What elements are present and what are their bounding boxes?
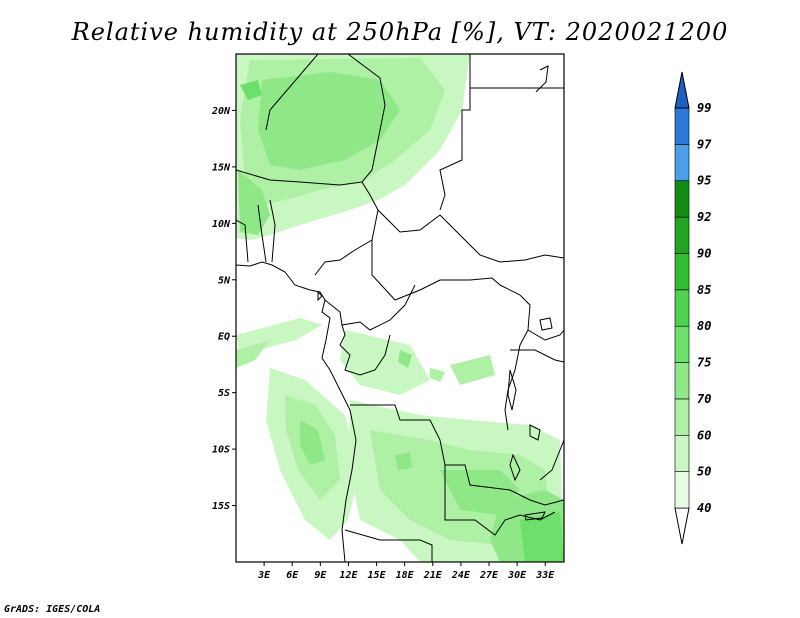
lon-tick-label: 15E xyxy=(368,570,387,581)
lat-tick-label: 15S xyxy=(212,501,230,512)
latitude-axis: 20N 15N 10N 5N EQ 5S 10S 15S xyxy=(211,106,236,512)
colorbar-label: 40 xyxy=(697,501,711,515)
lakes xyxy=(317,65,553,521)
colorbar-top-triangle xyxy=(674,71,690,109)
colorbar-label: 97 xyxy=(697,137,712,151)
colorbar-segment xyxy=(674,107,690,145)
colorbar-label: 50 xyxy=(697,465,711,479)
lon-tick-label: 12E xyxy=(339,570,358,581)
lat-tick-label: 5S xyxy=(218,388,230,399)
lat-tick-label: 5N xyxy=(218,275,231,286)
colorbar-bottom-triangle xyxy=(674,507,690,545)
colorbar: 40 50 60 70 75 80 85 90 92 95 97 99 xyxy=(674,71,712,545)
colorbar-label: 92 xyxy=(697,210,711,224)
lat-tick-label: EQ xyxy=(218,332,230,343)
lon-tick-label: 6E xyxy=(286,570,299,581)
lon-tick-label: 9E xyxy=(314,570,327,581)
humidity-shading xyxy=(236,54,564,562)
lon-tick-label: 27E xyxy=(479,570,499,581)
colorbar-label: 85 xyxy=(697,283,711,297)
lat-tick-label: 10S xyxy=(212,445,230,456)
longitude-axis: 3E 6E 9E 12E 15E 18E 21E 24E 27E 30E 33E xyxy=(257,562,555,581)
lon-tick-label: 33E xyxy=(535,570,555,581)
lon-tick-label: 30E xyxy=(507,570,527,581)
country-borders xyxy=(236,54,564,562)
colorbar-segment xyxy=(674,216,690,254)
colorbar-label: 75 xyxy=(697,356,711,370)
map-frame xyxy=(235,53,565,563)
lon-tick-label: 21E xyxy=(423,570,443,581)
colorbar-segment xyxy=(674,180,690,218)
colorbar-segment xyxy=(674,144,690,182)
lon-tick-label: 3E xyxy=(257,570,271,581)
colorbar-label: 60 xyxy=(697,428,711,442)
colorbar-segment xyxy=(674,289,690,327)
colorbar-segment xyxy=(674,471,690,509)
colorbar-label: 70 xyxy=(697,392,711,406)
colorbar-label: 80 xyxy=(697,319,711,333)
grads-credit: GrADS: IGES/COLA xyxy=(4,604,101,615)
colorbar-label: 90 xyxy=(697,246,711,260)
lat-tick-label: 20N xyxy=(211,106,231,117)
colorbar-segment xyxy=(674,362,690,400)
chart-title: Relative humidity at 250hPa [%], VT: 202… xyxy=(71,18,729,46)
lat-tick-label: 10N xyxy=(212,219,231,230)
colorbar-segment xyxy=(674,253,690,291)
lon-tick-label: 24E xyxy=(451,570,471,581)
lon-tick-label: 18E xyxy=(396,570,415,581)
lat-tick-label: 15N xyxy=(212,162,231,173)
colorbar-segment xyxy=(674,434,690,472)
colorbar-label: 95 xyxy=(697,174,711,188)
colorbar-label: 99 xyxy=(697,101,711,115)
colorbar-segment xyxy=(674,325,690,363)
colorbar-segment xyxy=(674,398,690,436)
